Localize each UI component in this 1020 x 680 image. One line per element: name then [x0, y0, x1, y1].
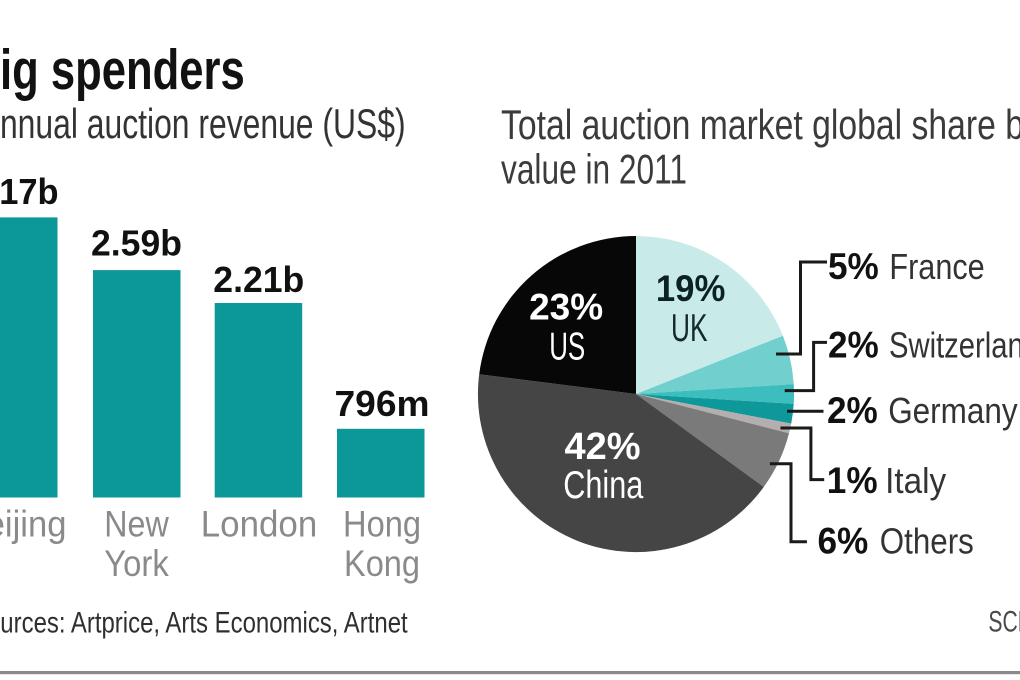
svg-text:2.59b: 2.59b [91, 223, 182, 264]
svg-text:2%: 2% [827, 390, 878, 431]
svg-text:New: New [104, 504, 169, 545]
svg-text:2%: 2% [828, 325, 879, 366]
svg-text:US: US [549, 326, 585, 369]
svg-text:Big spenders: Big spenders [0, 38, 245, 102]
svg-text:France: France [889, 246, 984, 287]
svg-text:Sources: Artprice, Arts Econom: Sources: Artprice, Arts Economics, Artne… [0, 607, 408, 640]
svg-text:19%: 19% [656, 268, 726, 309]
svg-text:Switzerland: Switzerland [889, 325, 1020, 366]
svg-text:Kong: Kong [344, 543, 420, 584]
svg-text:Hong: Hong [343, 504, 421, 545]
svg-text:1%: 1% [827, 460, 878, 501]
svg-text:SCMP: SCMP [988, 607, 1020, 639]
svg-text:796m: 796m [335, 383, 430, 424]
svg-text:23%: 23% [529, 287, 603, 328]
svg-text:Others: Others [880, 521, 974, 562]
svg-text:value in 2011: value in 2011 [501, 146, 687, 193]
svg-text:London: London [201, 504, 318, 545]
svg-text:York: York [104, 543, 169, 584]
svg-text:2.21b: 2.21b [213, 259, 304, 300]
svg-text:Beijing: Beijing [0, 504, 67, 545]
svg-text:Germany: Germany [888, 390, 1018, 431]
svg-text:Annual auction revenue (US$): Annual auction revenue (US$) [0, 100, 406, 147]
svg-text:3.17b: 3.17b [0, 171, 59, 212]
svg-text:UK: UK [671, 307, 708, 350]
svg-text:Total auction market global sh: Total auction market global share by [501, 101, 1020, 148]
svg-text:China: China [563, 464, 643, 507]
svg-text:42%: 42% [564, 426, 640, 468]
svg-text:5%: 5% [828, 246, 879, 287]
svg-text:6%: 6% [818, 521, 869, 562]
svg-text:Italy: Italy [885, 460, 947, 501]
